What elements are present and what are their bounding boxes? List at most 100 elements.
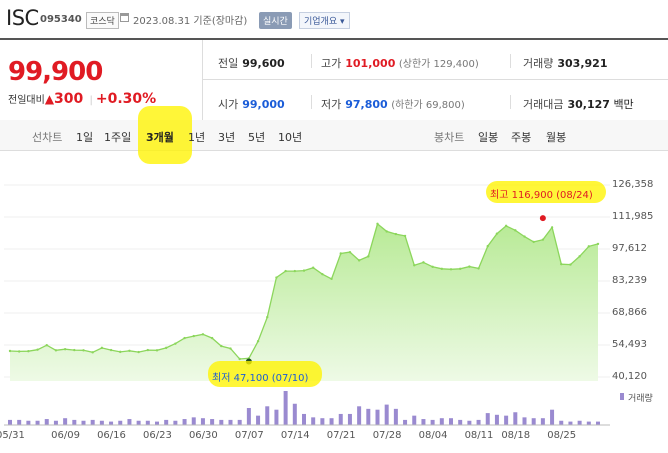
y-tick-label: 83,239 bbox=[612, 275, 647, 286]
change-percent: +0.30% bbox=[95, 91, 157, 107]
volume-bar bbox=[476, 419, 481, 425]
price-point bbox=[339, 252, 342, 255]
volume-bar bbox=[237, 419, 242, 425]
calendar-icon bbox=[120, 13, 129, 22]
volume-bar bbox=[384, 404, 389, 425]
volume-bar bbox=[292, 403, 297, 425]
candle-chart-label: 봉차트 bbox=[434, 131, 465, 144]
prev-close: 전일 99,600 bbox=[218, 57, 285, 70]
market-badge: 코스닥 bbox=[86, 12, 119, 29]
volume-bar bbox=[155, 421, 159, 425]
price-point bbox=[137, 350, 140, 354]
price-change: 전일대비▲300 | +0.30% bbox=[8, 91, 157, 107]
x-tick-label: 06/09 bbox=[51, 430, 80, 441]
stock-name: ISC bbox=[6, 6, 39, 30]
company-info-button[interactable]: 기업개요 ▾ bbox=[299, 12, 350, 29]
tab-weekly[interactable]: 주봉 bbox=[511, 131, 532, 144]
price-point bbox=[541, 238, 545, 241]
price-point bbox=[367, 255, 370, 258]
change-label: 전일대비 bbox=[8, 95, 45, 106]
y-tick-label: 68,866 bbox=[612, 307, 647, 318]
price-point bbox=[266, 315, 269, 319]
min-price-label: 최저 47,100 (07/10) bbox=[212, 373, 309, 384]
stock-header: ISC 095340 코스닥 2023.08.31 기준(장마감) 실시간 기업… bbox=[0, 0, 668, 38]
quote-date: 2023.08.31 기준(장마감) bbox=[133, 16, 248, 27]
tab-monthly[interactable]: 월봉 bbox=[546, 131, 567, 144]
price-area bbox=[10, 223, 598, 381]
price-point bbox=[8, 349, 12, 353]
volume-bar bbox=[366, 408, 371, 425]
volume-bar bbox=[586, 421, 591, 425]
price-point bbox=[220, 344, 223, 348]
volume-bar bbox=[109, 421, 114, 425]
price-point bbox=[238, 357, 241, 361]
price-point bbox=[449, 268, 453, 271]
tab-3y[interactable]: 3년 bbox=[218, 131, 236, 144]
price-point bbox=[376, 222, 379, 226]
volume-bar bbox=[375, 409, 380, 425]
x-tick-label: 07/28 bbox=[372, 430, 402, 441]
volume-bar bbox=[311, 417, 316, 425]
trade-amount: 거래대금 30,127 백만 bbox=[523, 98, 634, 111]
price-point bbox=[458, 267, 462, 271]
y-tick-label: 126,358 bbox=[612, 179, 654, 190]
volume-bar bbox=[200, 418, 205, 425]
highlight-mark bbox=[208, 361, 322, 387]
price-point bbox=[569, 263, 572, 266]
volume-bar bbox=[274, 409, 279, 425]
price-point bbox=[495, 232, 499, 235]
x-tick-label: 08/18 bbox=[501, 430, 531, 441]
volume-bar bbox=[72, 419, 77, 425]
volume-bar bbox=[191, 417, 196, 425]
y-tick-label: 54,493 bbox=[612, 339, 647, 350]
x-tick-label: 06/16 bbox=[97, 430, 126, 441]
volume-bar bbox=[53, 420, 58, 425]
volume-bar bbox=[219, 419, 224, 425]
x-tick-label: 07/07 bbox=[234, 430, 264, 441]
volume-bar bbox=[265, 406, 270, 425]
volume-bar bbox=[228, 419, 233, 425]
volume: 거래량 303,921 bbox=[523, 57, 608, 70]
price-point bbox=[596, 242, 600, 246]
price-point bbox=[164, 346, 168, 350]
tab-daily[interactable]: 일봉 bbox=[478, 131, 499, 144]
volume-legend-swatch bbox=[620, 393, 624, 400]
price-point bbox=[174, 342, 177, 345]
tab-1d[interactable]: 1일 bbox=[76, 131, 94, 144]
tab-10y[interactable]: 10년 bbox=[278, 131, 303, 144]
volume-bar bbox=[44, 419, 49, 425]
volume-bar bbox=[99, 420, 104, 425]
price-point bbox=[431, 265, 434, 269]
volume-bar bbox=[421, 419, 426, 425]
up-arrow-icon: ▲ bbox=[44, 92, 55, 106]
volume-bar bbox=[577, 420, 582, 425]
volume-bar bbox=[26, 420, 31, 425]
volume-bar bbox=[458, 419, 463, 425]
volume-bar bbox=[430, 419, 435, 425]
volume-bar bbox=[118, 420, 123, 425]
tab-1w[interactable]: 1주일 bbox=[104, 131, 132, 144]
volume-bar bbox=[81, 420, 86, 425]
tab-3m[interactable]: 3개월 bbox=[146, 131, 174, 144]
price-point bbox=[275, 276, 278, 279]
price-point bbox=[192, 334, 195, 338]
price-point bbox=[91, 351, 94, 354]
tab-1y[interactable]: 1년 bbox=[188, 131, 206, 144]
price-point bbox=[504, 224, 508, 228]
volume-bar bbox=[347, 413, 352, 425]
tab-5y[interactable]: 5년 bbox=[248, 131, 266, 144]
highlight-mark bbox=[138, 106, 192, 164]
price-point bbox=[73, 348, 76, 352]
volume-bar bbox=[531, 418, 536, 425]
price-point bbox=[183, 336, 186, 340]
volume-legend-label: 거래량 bbox=[628, 394, 653, 404]
price-point bbox=[394, 232, 398, 236]
volume-bar bbox=[550, 409, 555, 425]
volume-bar bbox=[559, 420, 564, 425]
stock-code: 095340 bbox=[40, 14, 82, 25]
realtime-button[interactable]: 실시간 bbox=[259, 12, 292, 29]
volume-bar bbox=[17, 419, 22, 425]
price-point bbox=[403, 234, 407, 238]
price-point bbox=[422, 261, 425, 264]
